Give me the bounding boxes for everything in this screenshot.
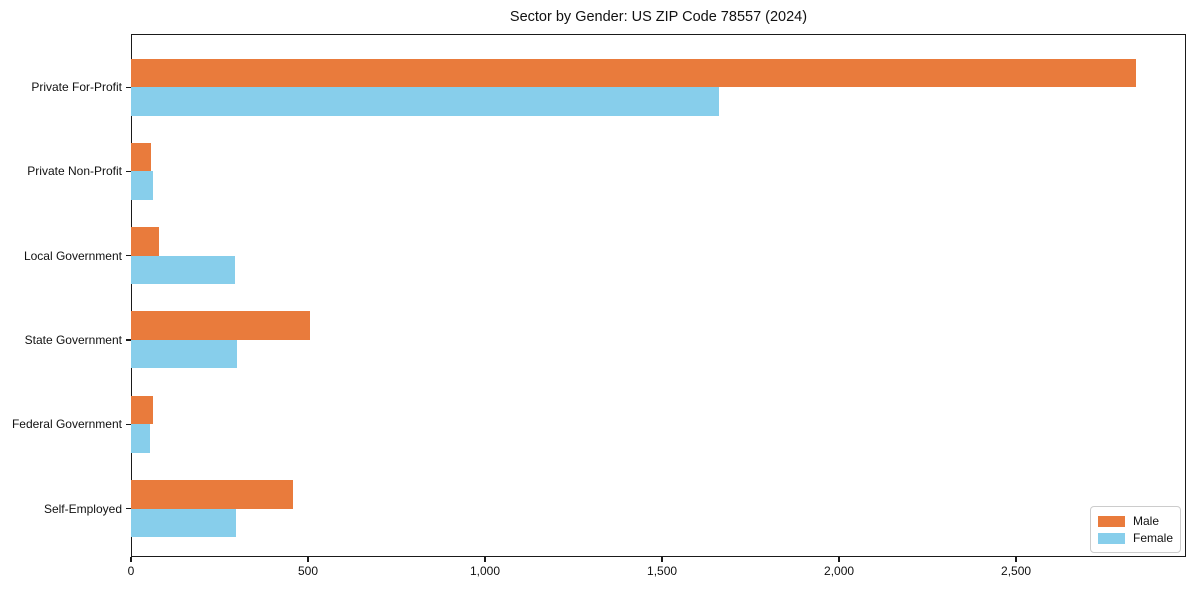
y-axis-label-local-government: Local Government: [23, 248, 122, 263]
x-tick-label-500: 500: [297, 564, 319, 578]
x-tick: [484, 557, 486, 562]
x-tick-label-1-000: 1,000: [470, 564, 501, 578]
x-tick: [307, 557, 309, 562]
bar-female-private-non-profit: [131, 171, 153, 200]
bar-female-self-employed: [131, 508, 237, 537]
bar-female-private-for-profit: [131, 87, 719, 116]
legend-label-male: Male: [1133, 513, 1160, 528]
x-tick: [838, 557, 840, 562]
bar-female-federal-government: [131, 424, 151, 453]
y-tick: [126, 508, 131, 510]
legend: Male Female: [1090, 506, 1181, 553]
x-tick: [130, 557, 132, 562]
legend-item-female: Female: [1098, 530, 1174, 545]
y-tick: [126, 255, 131, 257]
bar-male-federal-government: [131, 395, 153, 425]
x-tick-label-2-000: 2,000: [824, 564, 855, 578]
bar-male-private-for-profit: [131, 58, 1137, 87]
x-tick: [661, 557, 663, 562]
y-tick: [126, 170, 131, 172]
legend-swatch-male: [1098, 515, 1125, 527]
legend-item-male: Male: [1098, 513, 1173, 528]
y-axis-label-private-non-profit: Private Non-Profit: [27, 164, 122, 179]
x-tick: [1015, 557, 1017, 562]
y-tick: [126, 423, 131, 425]
y-axis-label-self-employed: Self-Employed: [43, 501, 122, 516]
chart-title: Sector by Gender: US ZIP Code 78557 (202…: [509, 9, 808, 25]
bar-male-self-employed: [131, 480, 294, 509]
plot-area: [131, 34, 1186, 557]
x-tick-label-2-500: 2,500: [1001, 564, 1032, 578]
y-tick: [126, 86, 131, 88]
legend-swatch-female: [1098, 532, 1125, 544]
x-tick-label-0: 0: [127, 564, 135, 578]
y-axis-label-private-for-profit: Private For-Profit: [31, 80, 122, 94]
bar-male-local-government: [131, 227, 159, 256]
bar-male-state-government: [131, 311, 311, 340]
x-tick-label-1-500: 1,500: [647, 564, 678, 578]
y-axis-label-state-government: State Government: [24, 332, 122, 347]
bar-female-state-government: [131, 339, 238, 369]
y-tick: [126, 339, 131, 341]
legend-label-female: Female: [1133, 530, 1174, 545]
bar-female-local-government: [131, 255, 236, 285]
bar-male-private-non-profit: [131, 142, 152, 172]
y-axis-label-federal-government: Federal Government: [11, 417, 122, 432]
